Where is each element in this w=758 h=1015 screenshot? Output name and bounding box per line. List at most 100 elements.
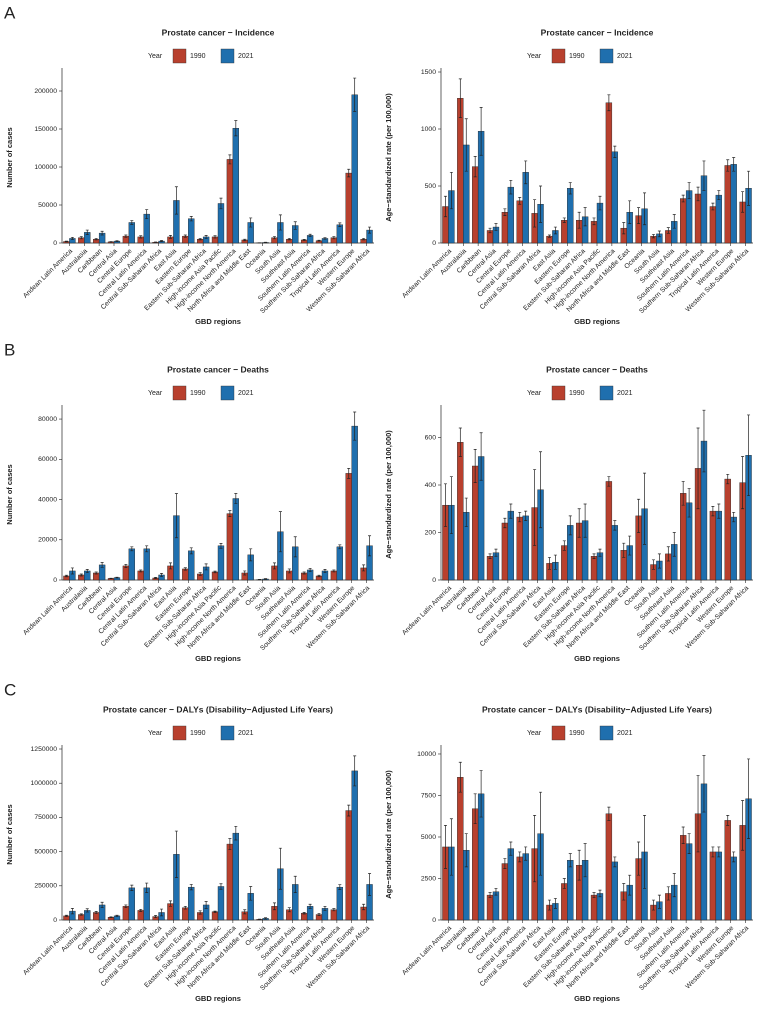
y-tick-label: 600 — [425, 434, 437, 441]
error-bar — [562, 878, 566, 889]
error-bar — [332, 908, 336, 912]
error-bar — [160, 908, 164, 917]
y-axis-title: Number of cases — [5, 464, 14, 524]
bar — [345, 473, 352, 581]
error-bar — [70, 908, 74, 915]
error-bar — [539, 791, 543, 876]
error-bar — [741, 191, 745, 213]
y-tick-label: 0 — [432, 917, 436, 924]
x-axis-title: GBD regions — [574, 654, 620, 663]
bar — [226, 159, 234, 244]
error-bar — [160, 240, 164, 243]
error-bar — [687, 182, 691, 199]
error-bar — [293, 875, 297, 893]
error-bar — [154, 915, 158, 919]
bar — [232, 832, 240, 921]
error-bar — [228, 510, 232, 517]
error-bar — [198, 572, 202, 576]
error-bar — [503, 208, 507, 216]
error-bar — [711, 506, 715, 517]
y-tick-label: 7500 — [421, 792, 436, 799]
error-bar — [622, 542, 626, 558]
error-bar — [353, 77, 357, 112]
error-bar — [732, 157, 736, 172]
bar — [472, 808, 479, 921]
error-bar — [568, 853, 572, 868]
bar — [605, 481, 613, 581]
error-bar — [711, 846, 715, 858]
error-bar — [70, 567, 74, 575]
error-bar — [347, 804, 351, 817]
error-bar — [598, 889, 602, 898]
error-bar — [628, 200, 632, 224]
bar — [128, 548, 136, 581]
error-bar — [509, 841, 513, 856]
bar — [522, 515, 529, 581]
bar — [709, 510, 717, 581]
error-bar — [613, 856, 617, 868]
error-bar — [657, 230, 661, 238]
error-bar — [547, 234, 551, 238]
bar — [143, 548, 150, 581]
error-bar — [189, 216, 193, 222]
error-bar — [302, 571, 306, 575]
error-bar — [168, 562, 172, 570]
error-bar — [449, 818, 453, 876]
error-bar — [524, 160, 528, 185]
error-bar — [583, 207, 587, 227]
bar — [211, 571, 219, 581]
error-bar — [494, 223, 498, 231]
error-bar — [637, 207, 641, 224]
bar — [345, 810, 352, 921]
bar — [351, 770, 358, 921]
error-bar — [553, 554, 557, 570]
error-bar — [726, 473, 730, 485]
error-bar — [174, 493, 178, 539]
error-bar — [198, 910, 202, 915]
bar — [211, 911, 219, 921]
error-bar — [145, 545, 149, 553]
error-bar — [249, 886, 253, 901]
error-bar — [308, 567, 312, 572]
error-bar — [124, 904, 128, 909]
bar — [611, 525, 618, 581]
error-bar — [145, 209, 149, 220]
error-bar — [130, 884, 134, 891]
error-bar — [732, 511, 736, 523]
y-tick-label: 0 — [53, 917, 57, 924]
panel-label: A — [4, 3, 16, 22]
legend-label: 1990 — [190, 53, 206, 60]
error-bar — [317, 239, 321, 242]
error-bar — [651, 559, 655, 570]
error-bar — [533, 815, 537, 883]
error-bar — [338, 544, 342, 550]
y-tick-label: 0 — [432, 577, 436, 584]
error-bar — [302, 239, 306, 241]
bar — [188, 886, 195, 921]
y-tick-label: 1000 — [421, 126, 436, 133]
error-bar — [100, 901, 104, 909]
error-bar — [228, 154, 232, 165]
y-axis-title: Number of cases — [5, 127, 14, 187]
bar — [730, 516, 737, 581]
legend-label: 1990 — [569, 390, 585, 397]
chart-title: Prostate cancer − DALYs (Disability−Adju… — [482, 704, 712, 714]
bar — [596, 552, 604, 581]
y-tick-label: 1000000 — [31, 780, 58, 787]
error-bar — [696, 427, 700, 510]
bar — [516, 516, 523, 581]
bar — [217, 886, 225, 921]
error-bar — [547, 899, 551, 911]
error-bar — [533, 199, 537, 228]
error-bar — [533, 469, 537, 546]
y-tick-label: 750000 — [34, 814, 57, 821]
error-bar — [234, 120, 238, 137]
bar — [217, 203, 225, 244]
error-bar — [473, 793, 477, 825]
legend-swatch — [599, 725, 614, 741]
error-bar — [479, 432, 483, 481]
error-bar — [174, 186, 178, 215]
bar — [507, 848, 515, 921]
error-bar — [249, 548, 253, 562]
error-bar — [592, 217, 596, 226]
